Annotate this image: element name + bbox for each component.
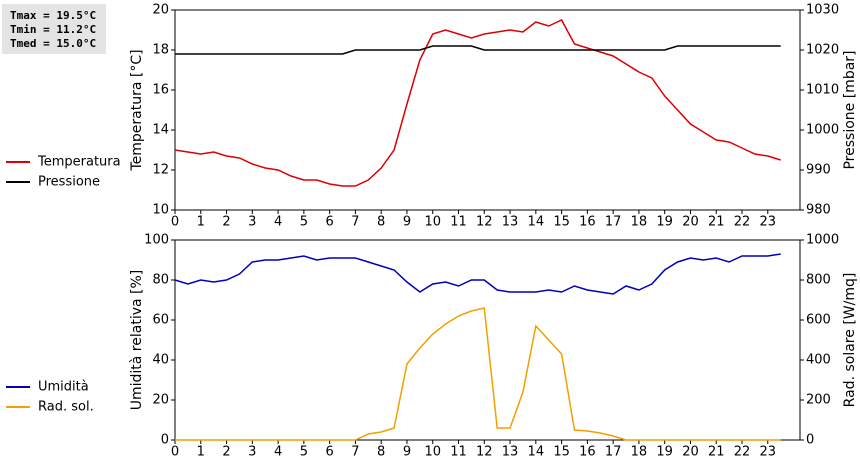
plot-frame bbox=[174, 239, 801, 441]
y2-tick-label: 1000 bbox=[806, 123, 839, 138]
x-tick-label: 19 bbox=[656, 445, 673, 460]
x-tick-label: 2 bbox=[222, 215, 230, 230]
x-tick-label: 16 bbox=[579, 445, 596, 460]
y2-tick-label: 800 bbox=[806, 273, 831, 288]
x-tick-label: 18 bbox=[631, 445, 648, 460]
x-tick-label: 17 bbox=[605, 445, 622, 460]
x-tick-label: 1 bbox=[197, 445, 205, 460]
x-tick-label: 8 bbox=[377, 215, 385, 230]
series-line bbox=[175, 307, 781, 441]
x-tick-label: 7 bbox=[351, 445, 359, 460]
y-tick-label: 18 bbox=[152, 43, 169, 58]
x-tick-label: 14 bbox=[528, 215, 545, 230]
y2-tick-label: 1000 bbox=[806, 233, 839, 248]
x-tick-label: 22 bbox=[734, 215, 751, 230]
x-tick-label: 9 bbox=[403, 445, 411, 460]
y-tick-label: 0 bbox=[161, 433, 169, 448]
x-tick-label: 11 bbox=[450, 215, 467, 230]
x-tick-label: 3 bbox=[248, 215, 256, 230]
y-tick-label: 14 bbox=[152, 123, 169, 138]
x-tick-label: 23 bbox=[760, 445, 777, 460]
stats-box bbox=[2, 4, 106, 54]
x-tick-label: 13 bbox=[502, 445, 519, 460]
x-tick-label: 17 bbox=[605, 215, 622, 230]
y2-tick-label: 200 bbox=[806, 393, 831, 408]
x-tick-label: 16 bbox=[579, 215, 596, 230]
y-tick-label: 10 bbox=[152, 203, 169, 218]
x-tick-label: 2 bbox=[222, 445, 230, 460]
y2-tick-label: 600 bbox=[806, 313, 831, 328]
x-tick-label: 23 bbox=[760, 215, 777, 230]
y-axis-label: Umidità relativa [%] bbox=[129, 270, 145, 411]
x-tick-label: 9 bbox=[403, 215, 411, 230]
x-tick-label: 3 bbox=[248, 445, 256, 460]
y2-axis-label: Pressione [mbar] bbox=[842, 50, 858, 169]
legend-label: Temperatura bbox=[37, 155, 121, 170]
series-line bbox=[174, 253, 781, 295]
y-tick-label: 100 bbox=[144, 233, 169, 248]
stat-tmax: Tmax = 19.5°C bbox=[10, 9, 96, 22]
y-tick-label: 12 bbox=[152, 163, 169, 178]
y2-tick-label: 1020 bbox=[806, 43, 839, 58]
x-tick-label: 11 bbox=[450, 445, 467, 460]
x-tick-label: 22 bbox=[734, 445, 751, 460]
series-line bbox=[175, 45, 781, 55]
x-tick-label: 10 bbox=[424, 215, 441, 230]
stat-tmin: Tmin = 11.2°C bbox=[10, 23, 96, 36]
y2-tick-label: 400 bbox=[806, 353, 831, 368]
x-tick-label: 19 bbox=[656, 215, 673, 230]
x-tick-label: 5 bbox=[300, 445, 308, 460]
x-tick-label: 20 bbox=[682, 215, 699, 230]
y2-tick-label: 980 bbox=[806, 203, 831, 218]
legend-label: Pressione bbox=[38, 175, 100, 190]
y-tick-label: 20 bbox=[152, 393, 169, 408]
y2-tick-label: 0 bbox=[806, 433, 814, 448]
y-tick-label: 40 bbox=[152, 353, 169, 368]
x-tick-label: 15 bbox=[553, 215, 570, 230]
y-axis-label: Temperatura [°C] bbox=[129, 49, 145, 171]
x-tick-label: 15 bbox=[553, 445, 570, 460]
plot-frame bbox=[174, 9, 801, 211]
stat-tmed: Tmed = 15.0°C bbox=[10, 37, 96, 50]
x-tick-label: 21 bbox=[708, 215, 725, 230]
y2-tick-label: 1010 bbox=[806, 83, 839, 98]
x-tick-label: 12 bbox=[476, 445, 493, 460]
legend-label: Rad. sol. bbox=[38, 400, 94, 415]
x-tick-label: 5 bbox=[300, 215, 308, 230]
x-tick-label: 4 bbox=[274, 445, 282, 460]
x-tick-label: 18 bbox=[631, 215, 648, 230]
x-tick-label: 6 bbox=[325, 215, 333, 230]
x-tick-label: 4 bbox=[274, 215, 282, 230]
x-tick-label: 20 bbox=[682, 445, 699, 460]
y-tick-label: 60 bbox=[152, 313, 169, 328]
x-tick-label: 8 bbox=[377, 445, 385, 460]
series-line bbox=[174, 19, 781, 187]
x-tick-label: 0 bbox=[171, 445, 179, 460]
x-tick-label: 1 bbox=[197, 215, 205, 230]
x-tick-label: 0 bbox=[171, 215, 179, 230]
y-tick-label: 20 bbox=[152, 3, 169, 18]
x-tick-label: 13 bbox=[502, 215, 519, 230]
y2-axis-label: Rad. solare [W/mq] bbox=[842, 273, 858, 408]
x-tick-label: 12 bbox=[476, 215, 493, 230]
x-tick-label: 7 bbox=[351, 215, 359, 230]
x-tick-label: 14 bbox=[528, 445, 545, 460]
legend-label: Umidità bbox=[38, 380, 89, 395]
x-tick-label: 21 bbox=[708, 445, 725, 460]
x-tick-label: 10 bbox=[424, 445, 441, 460]
y2-tick-label: 990 bbox=[806, 163, 831, 178]
x-tick-label: 6 bbox=[325, 445, 333, 460]
y-tick-label: 80 bbox=[152, 273, 169, 288]
y-tick-label: 16 bbox=[152, 83, 169, 98]
y2-tick-label: 1030 bbox=[806, 3, 839, 18]
